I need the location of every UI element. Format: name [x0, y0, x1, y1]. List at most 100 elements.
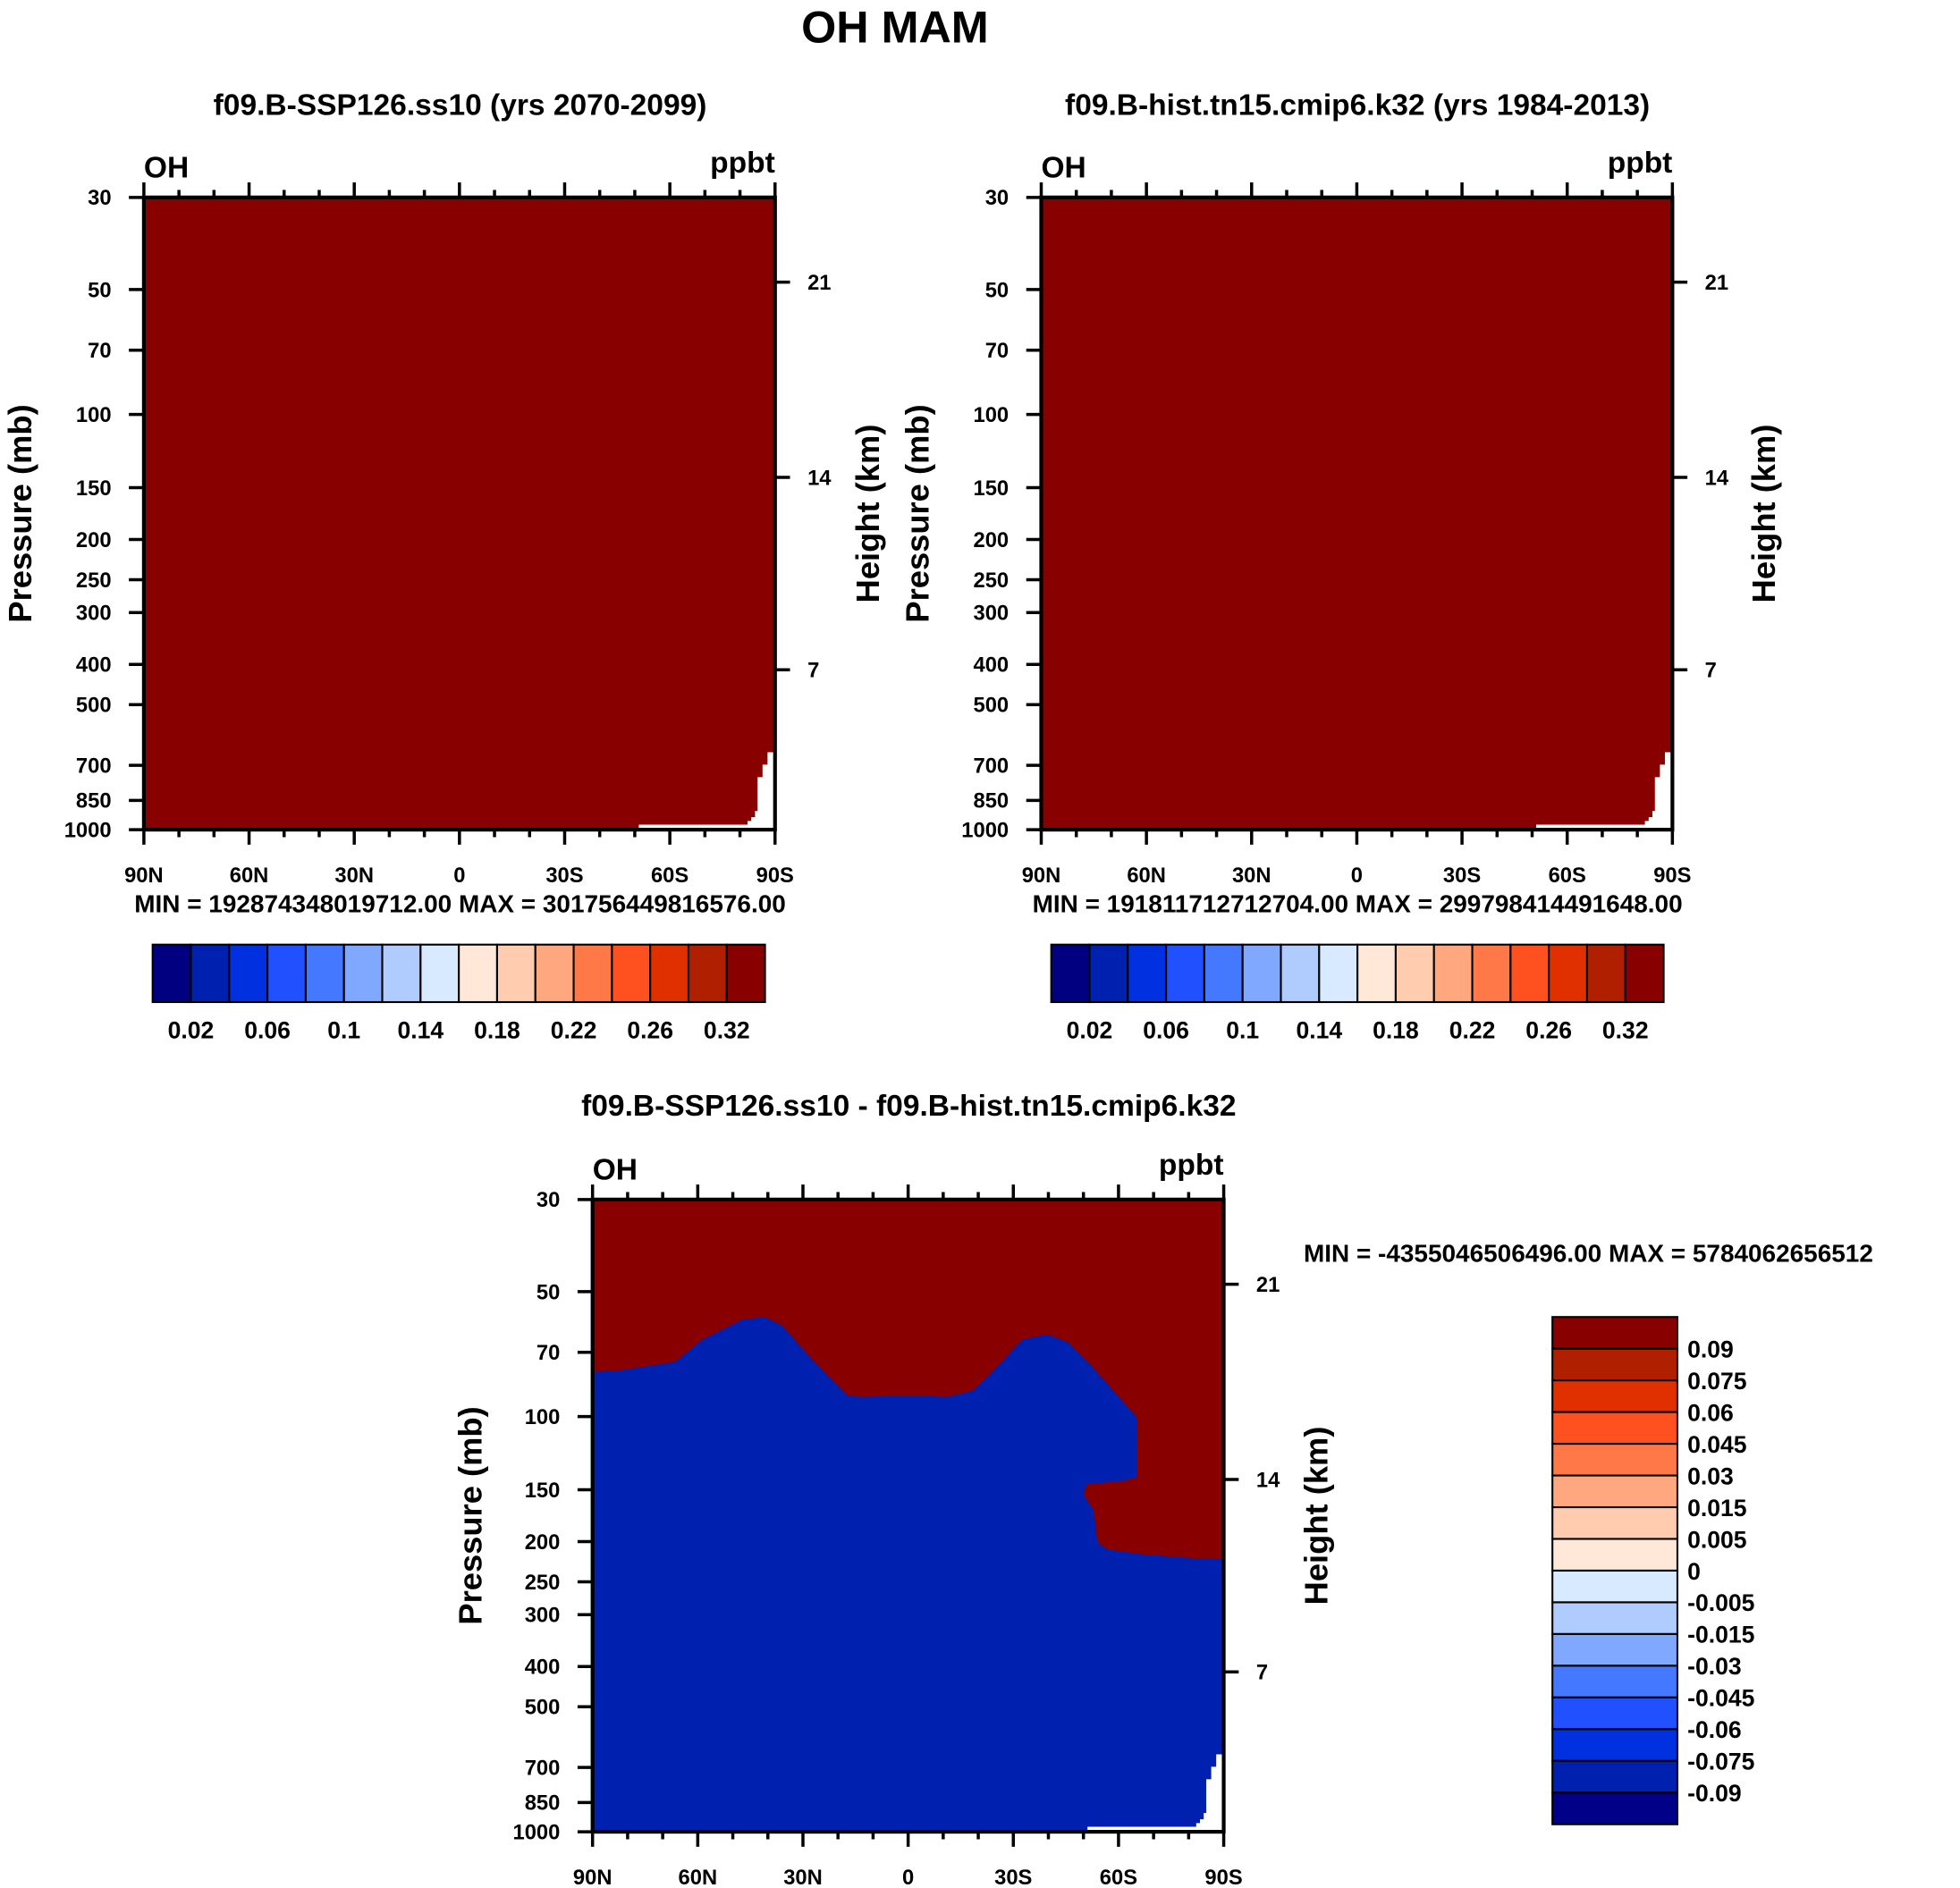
colorbar-box: [611, 943, 652, 1004]
y-tick-label: 500: [76, 694, 112, 718]
x-tick-label: 60N: [679, 1866, 718, 1888]
colorbar: 0.02 0.06 0.1 0.14 0.18 0.22 0.26 0.32: [151, 943, 766, 1044]
colorbar-box: [1551, 1379, 1678, 1413]
colorbar-label: 0.02: [168, 1017, 215, 1044]
colorbar-label: -0.005: [1687, 1589, 1755, 1616]
min-max-label: MIN = -4355046506496.00 MAX = 5784062656…: [1304, 1240, 1873, 1268]
colorbar-box: [1551, 1728, 1678, 1762]
units-label: ppbt: [1608, 147, 1673, 180]
y-tick-label: 400: [76, 653, 112, 678]
colorbar-label: 0.075: [1687, 1368, 1747, 1395]
colorbar-box: [1203, 943, 1244, 1004]
y-tick-label: 100: [76, 403, 112, 427]
colorbar-box: [419, 943, 460, 1004]
colorbar-box: [1551, 1443, 1678, 1477]
colorbar-box: [381, 943, 422, 1004]
colorbar-box: [1551, 1474, 1678, 1509]
colorbar-box: [228, 943, 269, 1004]
colorbar-box: [1551, 1632, 1678, 1667]
colorbar-label: -0.09: [1687, 1780, 1742, 1807]
colorbar-box: [725, 943, 766, 1004]
colorbar-label: 0.015: [1687, 1495, 1747, 1521]
y2-tick-label: 7: [807, 659, 819, 683]
colorbar-label: 0.18: [1373, 1017, 1419, 1044]
y-tick-label: 500: [525, 1696, 561, 1720]
colorbar-box: [1551, 1696, 1678, 1731]
y-axis-label: Pressure (mb): [900, 404, 936, 622]
colorbar-box: [1551, 1316, 1678, 1350]
colorbar-box: [1280, 943, 1321, 1004]
x-tick-label: 90N: [573, 1866, 612, 1888]
variable-label: OH: [1041, 151, 1086, 184]
colorbar-label: 0.06: [1687, 1399, 1734, 1426]
y-axis-label: Pressure (mb): [452, 1406, 488, 1624]
colorbar-box: [1624, 943, 1665, 1004]
x-tick-label: 0: [1351, 864, 1363, 888]
colorbar-box: [266, 943, 307, 1004]
y-tick-label: 70: [985, 339, 1009, 363]
y-tick-label: 70: [536, 1341, 560, 1365]
x-tick-label: 0: [902, 1866, 914, 1888]
colorbar-label: 0.14: [397, 1017, 444, 1044]
colorbar-box: [458, 943, 498, 1004]
y2-axis-label: Height (km): [1745, 425, 1782, 603]
x-tick-label: 0: [453, 864, 465, 888]
units-label: ppbt: [710, 147, 775, 180]
y-tick-label: 850: [76, 789, 112, 813]
colorbar-box: [572, 943, 613, 1004]
min-max-label: MIN = 191811712712704.00 MAX = 299798414…: [1033, 889, 1683, 917]
y-tick-label: 400: [525, 1656, 561, 1680]
y-tick-label: 850: [974, 789, 1010, 813]
y-tick-label: 300: [974, 602, 1010, 626]
missing-data-region: [638, 752, 775, 830]
y-tick-label: 100: [525, 1405, 561, 1429]
colorbar-label: -0.015: [1687, 1622, 1755, 1648]
colorbar-label: 0.14: [1296, 1017, 1342, 1044]
colorbar-label: 0.06: [1143, 1017, 1189, 1044]
x-tick-label: 30N: [783, 1866, 823, 1888]
colorbar-label: 0: [1687, 1558, 1701, 1585]
colorbar-box: [342, 943, 384, 1004]
colorbar-box: [1432, 943, 1474, 1004]
y-tick-label: 250: [76, 569, 112, 593]
colorbar-label: 0.18: [474, 1017, 520, 1044]
colorbar-box: [1127, 943, 1168, 1004]
x-tick-label: 90N: [1022, 864, 1061, 888]
x-tick-label: 60S: [1100, 1866, 1137, 1888]
x-tick-label: 90S: [1204, 1866, 1242, 1888]
y-tick-label: 400: [974, 653, 1010, 678]
colorbar-box: [1551, 1601, 1678, 1635]
colorbar-box: [1585, 943, 1626, 1004]
min-max-label: MIN = 192874348019712.00 MAX = 301756449…: [134, 889, 786, 917]
colorbar-box: [649, 943, 690, 1004]
y-tick-label: 30: [88, 186, 111, 210]
x-tick-label: 30S: [994, 1866, 1032, 1888]
y-tick-label: 200: [974, 528, 1010, 552]
y-tick-label: 1000: [513, 1820, 561, 1844]
colorbar-label: 0.045: [1687, 1431, 1747, 1458]
y2-tick-label: 21: [1256, 1273, 1280, 1297]
x-tick-label: 60S: [1549, 864, 1586, 888]
figure-title: OH MAM: [801, 2, 989, 53]
y-tick-label: 150: [974, 476, 1010, 501]
colorbar-box: [1551, 1569, 1678, 1604]
y2-tick-label: 14: [1256, 1468, 1280, 1492]
contour-fill: [143, 197, 775, 830]
colorbar-label: 0.09: [1687, 1336, 1734, 1362]
colorbar-label: -0.06: [1687, 1716, 1742, 1743]
x-tick-label: 30S: [545, 864, 583, 888]
x-tick-label: 60S: [651, 864, 689, 888]
y-tick-label: 100: [974, 403, 1010, 427]
y-tick-label: 50: [88, 278, 111, 302]
colorbar-box: [1356, 943, 1397, 1004]
colorbar-box: [1509, 943, 1550, 1004]
colorbar-label: 0.26: [1525, 1017, 1572, 1044]
units-label: ppbt: [1159, 1149, 1224, 1182]
colorbar-label: 0.02: [1067, 1017, 1113, 1044]
y-tick-label: 700: [76, 754, 112, 779]
y-tick-label: 50: [985, 278, 1009, 302]
x-tick-label: 90N: [124, 864, 164, 888]
colorbar: 0.02 0.06 0.1 0.14 0.18 0.22 0.26 0.32: [1050, 943, 1665, 1044]
y2-tick-label: 14: [807, 466, 832, 490]
